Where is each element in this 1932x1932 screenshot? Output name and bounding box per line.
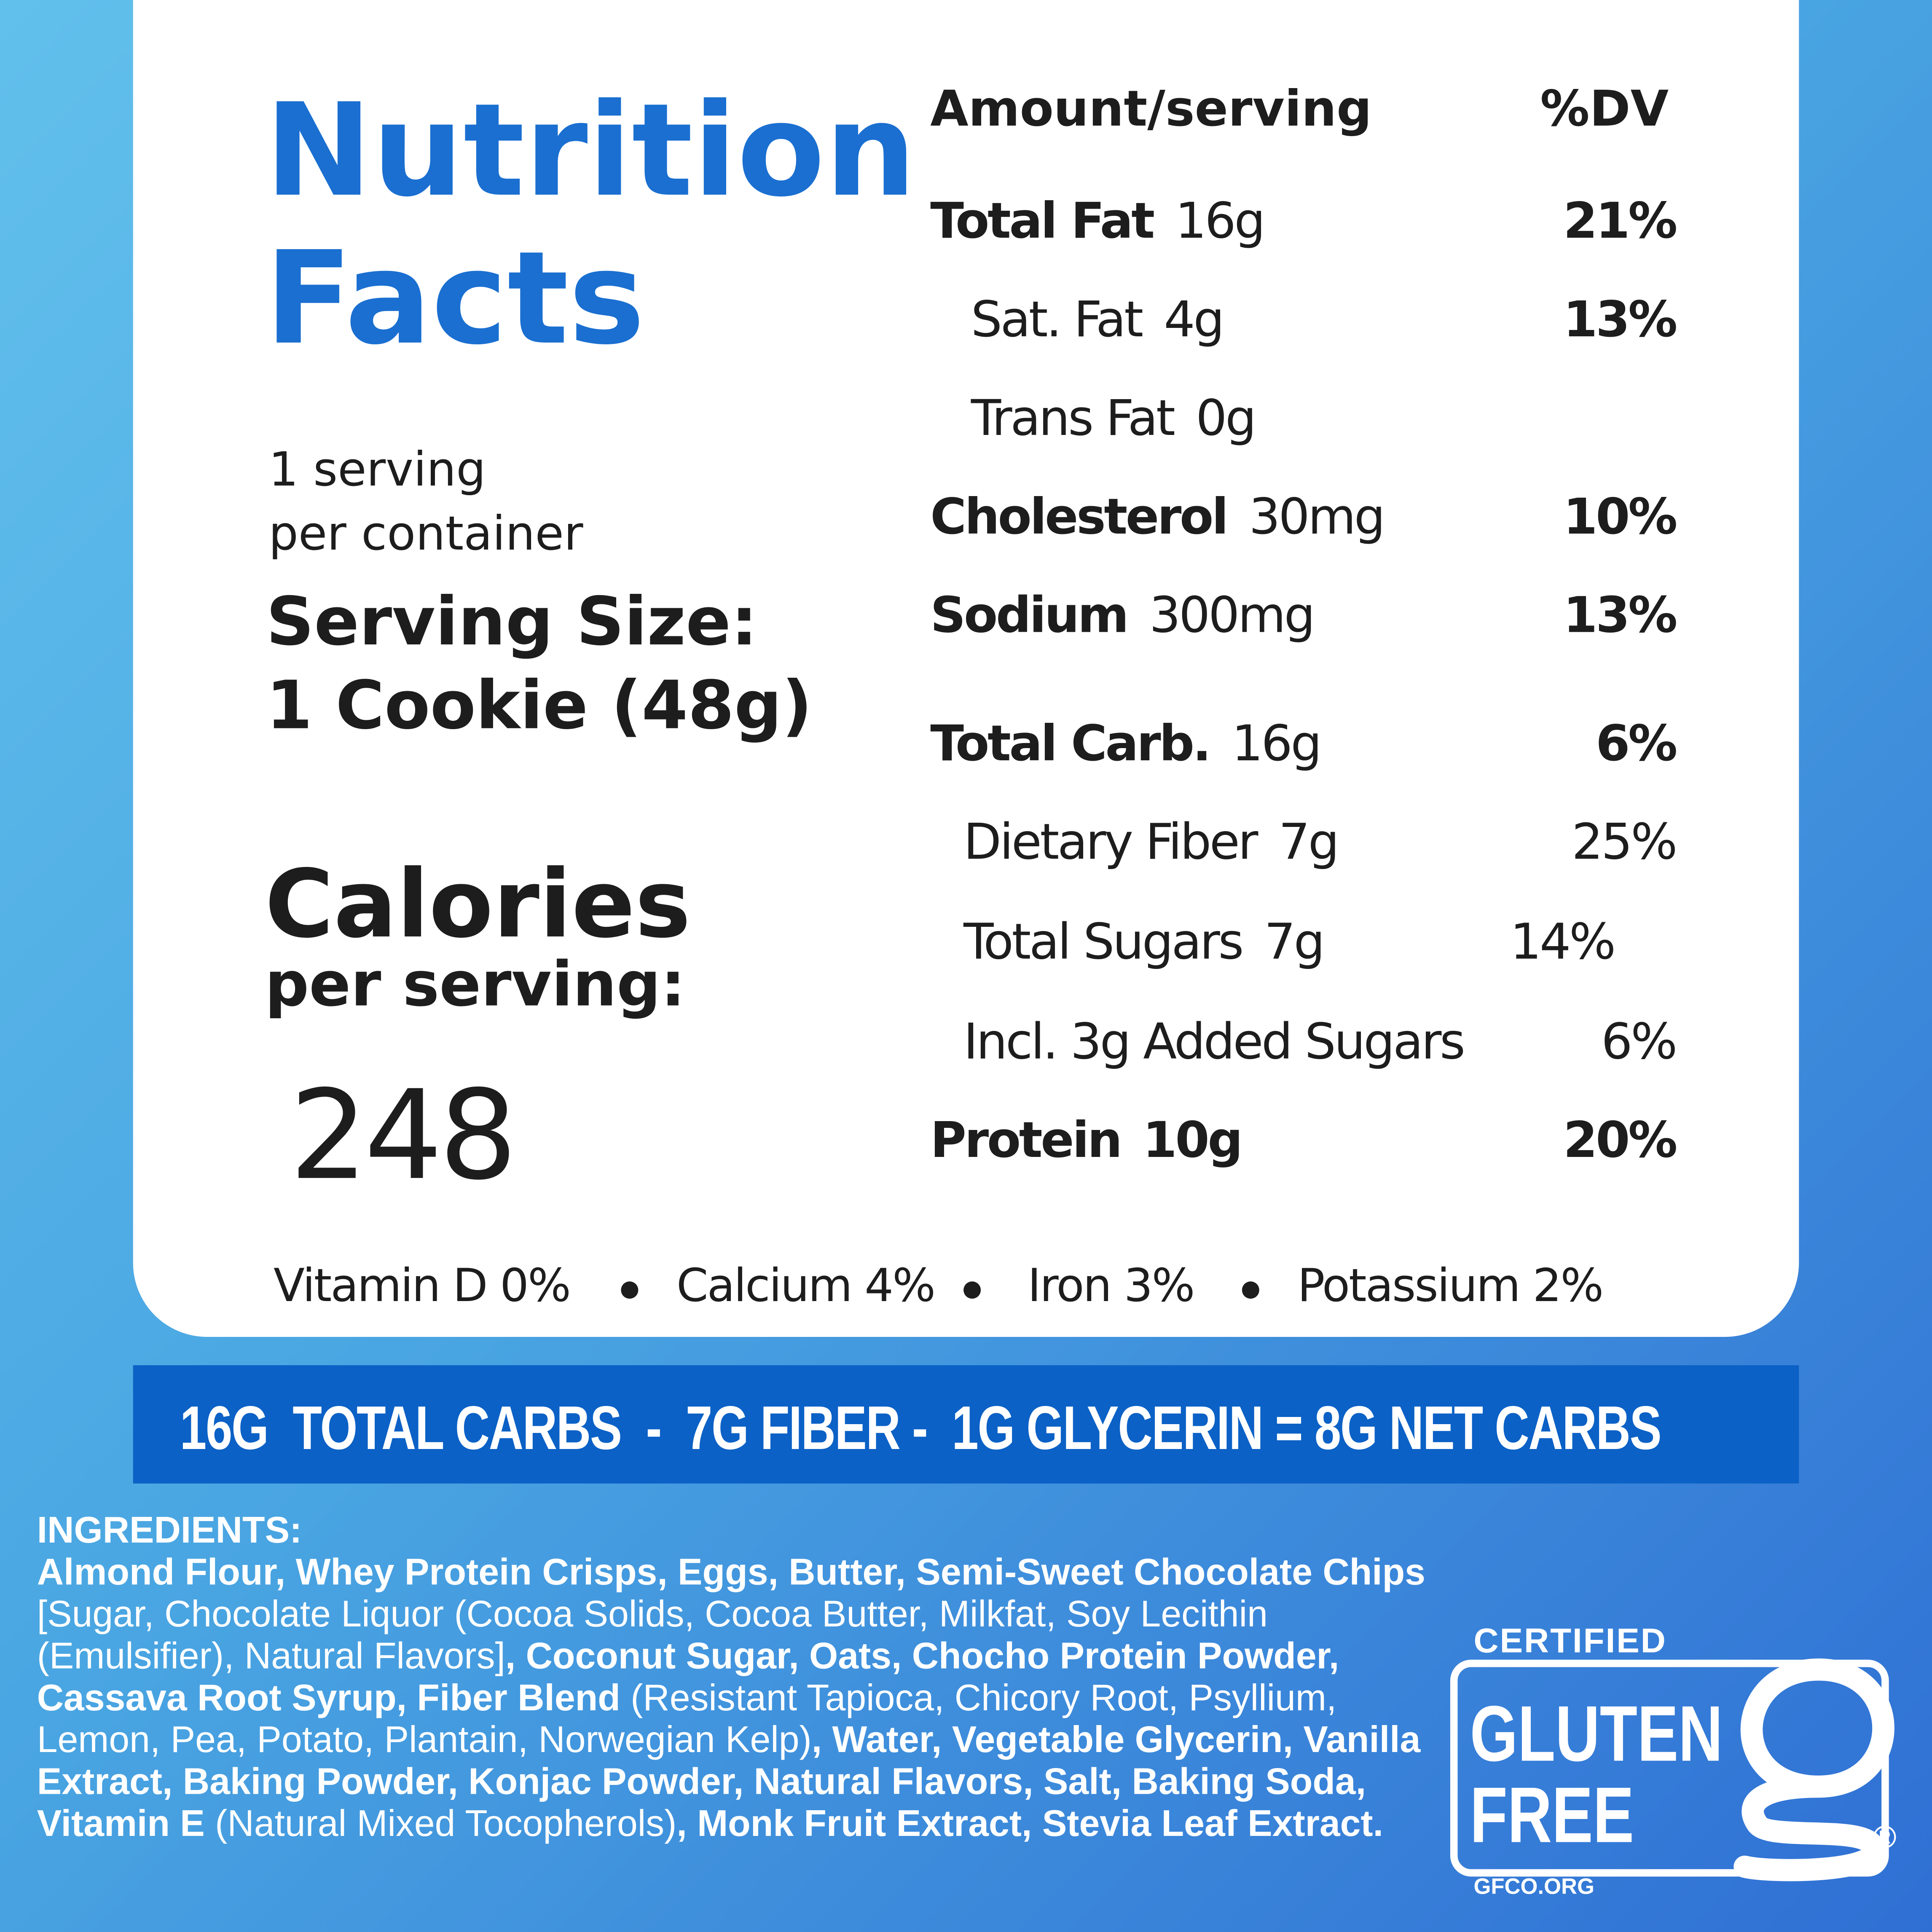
nutrient-row: Protein 10g 20% <box>930 1112 1677 1174</box>
nutrient-label: Dietary Fiber <box>963 814 1258 871</box>
nutrient-label: Total Sugars <box>963 914 1244 971</box>
nutrient-amount: 16g <box>1175 193 1265 250</box>
net-carbs-banner: 16G TOTAL CARBS - 7G FIBER - 1G GLYCERIN… <box>133 1365 1799 1484</box>
nutrient-name: Total Carb. 16g <box>930 716 1322 773</box>
title: Facts <box>265 223 645 373</box>
ingredient-segment: (Natural Mixed Tocopherols) <box>204 1803 677 1845</box>
banner-text: 16G TOTAL CARBS - 7G FIBER - 1G GLYCERIN… <box>180 1393 1662 1463</box>
nutrient-dv: 14% <box>1510 914 1616 971</box>
facts-card <box>133 0 1799 1337</box>
nutrient-amount: 7g <box>1264 914 1325 971</box>
nutrient-dv: 6% <box>1601 1014 1677 1071</box>
nutrient-amount: 4g <box>1164 292 1224 349</box>
ingredients: INGREDIENTS: Almond Flour, Whey Protein C… <box>37 1511 1454 1846</box>
nutrient-dv: 13% <box>1563 588 1677 644</box>
nutrient-dv: 6% <box>1596 716 1677 773</box>
nutrient-row: Cholesterol 30mg 10% <box>930 489 1677 551</box>
nutrient-row: Sodium 300mg 13% <box>930 588 1677 649</box>
nutrient-name: Trans Fat 0g <box>971 390 1257 448</box>
nutrient-amount: 0g <box>1196 390 1256 448</box>
ingredient-segment: , Coconut Sugar, Oats, Chocho Protein Po… <box>37 1636 1339 1719</box>
nutrient-dv: 10% <box>1563 489 1677 546</box>
nutrient-dv: 20% <box>1563 1112 1677 1170</box>
vitamin: Iron 3% <box>1028 1259 1195 1312</box>
nutrient-row: Sat. Fat 4g 13% <box>930 292 1678 354</box>
nutrient-label: Sodium <box>930 588 1129 644</box>
nutrient-name: Dietary Fiber 7g <box>963 814 1339 871</box>
badge-mark: ® <box>1873 1819 1897 1856</box>
ingredient-segment: (Resistant Tapioca, Chicory Root, Psylli… <box>37 1678 1337 1761</box>
dv-header: %DV <box>1540 81 1669 138</box>
nutrient-name: Total Fat 16g <box>930 193 1265 250</box>
nutrient-amount: 10g <box>1143 1112 1243 1170</box>
nutrient-label: Total Fat <box>930 193 1155 250</box>
nutrient-name: Sodium 300mg <box>930 588 1315 644</box>
ingredient-segment: Almond Flour, Whey Protein Crisps, Eggs,… <box>37 1552 1425 1594</box>
calories-label: Calories <box>265 849 691 959</box>
gluten-free-logo <box>1450 1658 1894 1881</box>
badge-url: GFCO.ORG <box>1473 1874 1594 1899</box>
nutrient-name: Incl. 3g Added Sugars <box>963 1014 1465 1071</box>
nutrient-row: Total Sugars 7g 14% <box>930 914 1676 976</box>
bullet <box>621 1281 639 1299</box>
vitamin: Calcium 4% <box>676 1259 936 1312</box>
nutrient-amount: 300mg <box>1149 588 1315 644</box>
ingredients-heading: INGREDIENTS: <box>37 1511 302 1551</box>
servings: 1 serving <box>268 442 486 497</box>
nutrient-label: Trans Fat <box>971 390 1175 448</box>
nutrient-row: Trans Fat 0g <box>930 391 1676 452</box>
nutrient-name: Sat. Fat 4g <box>971 292 1225 349</box>
nutrient-row: Dietary Fiber 7g 25% <box>930 814 1677 876</box>
nutrient-amount: 30mg <box>1249 489 1385 546</box>
amount-header: Amount/serving <box>930 81 1372 138</box>
ingredient-segment: , Monk Fruit Extract, Stevia Leaf Extrac… <box>676 1803 1384 1845</box>
serving-size-label: Serving Size: <box>266 582 758 660</box>
nutrient-row: Total Fat 16g 21% <box>930 193 1677 255</box>
badge-line2: FREE <box>1470 1771 1634 1860</box>
ingredients-text: Almond Flour, Whey Protein Crisps, Eggs,… <box>37 1553 1425 1845</box>
nutrient-label: Sat. Fat <box>971 292 1143 349</box>
nutrient-label: Incl. 3g Added Sugars <box>963 1014 1465 1071</box>
serving-size: 1 Cookie (48g) <box>266 666 813 744</box>
servings: per container <box>268 506 583 561</box>
title: Nutrition <box>265 75 916 225</box>
nutrient-row: Incl. 3g Added Sugars 6% <box>930 1014 1677 1076</box>
nutrient-name: Cholesterol 30mg <box>930 489 1385 546</box>
nutrient-amount: 16g <box>1232 716 1322 773</box>
calories-sub: per serving: <box>265 949 686 1020</box>
badge-top: CERTIFIED <box>1473 1621 1667 1660</box>
ingredient-segment: , Water, Vegetable Glycerin, Vanilla Ext… <box>37 1720 1421 1845</box>
badge-g <box>1733 1658 1894 1881</box>
bullet <box>963 1281 981 1299</box>
nutrient-name: Total Sugars 7g <box>963 914 1325 971</box>
badge-line1: GLUTEN <box>1470 1689 1723 1778</box>
nutrient-label: Protein <box>930 1112 1122 1170</box>
nutrient-row: Total Carb. 16g 6% <box>930 716 1677 778</box>
nutrient-dv: 13% <box>1563 292 1677 349</box>
nutrient-dv: 25% <box>1572 814 1677 871</box>
calories: 248 <box>290 1063 517 1208</box>
badge-frame <box>1450 1659 1889 1877</box>
nutrient-name: Protein 10g <box>930 1112 1243 1170</box>
nutrient-label: Cholesterol <box>930 489 1229 546</box>
bullet <box>1242 1281 1259 1299</box>
vitamin: Potassium 2% <box>1297 1259 1604 1312</box>
ingredient-segment: [Sugar, Chocolate Liquor (Cocoa Solids, … <box>37 1594 1268 1677</box>
nutrient-amount: 7g <box>1278 814 1339 871</box>
nutrient-dv: 21% <box>1563 193 1677 250</box>
nutrient-label: Total Carb. <box>930 716 1211 773</box>
vitamin: Vitamin D 0% <box>274 1259 571 1312</box>
